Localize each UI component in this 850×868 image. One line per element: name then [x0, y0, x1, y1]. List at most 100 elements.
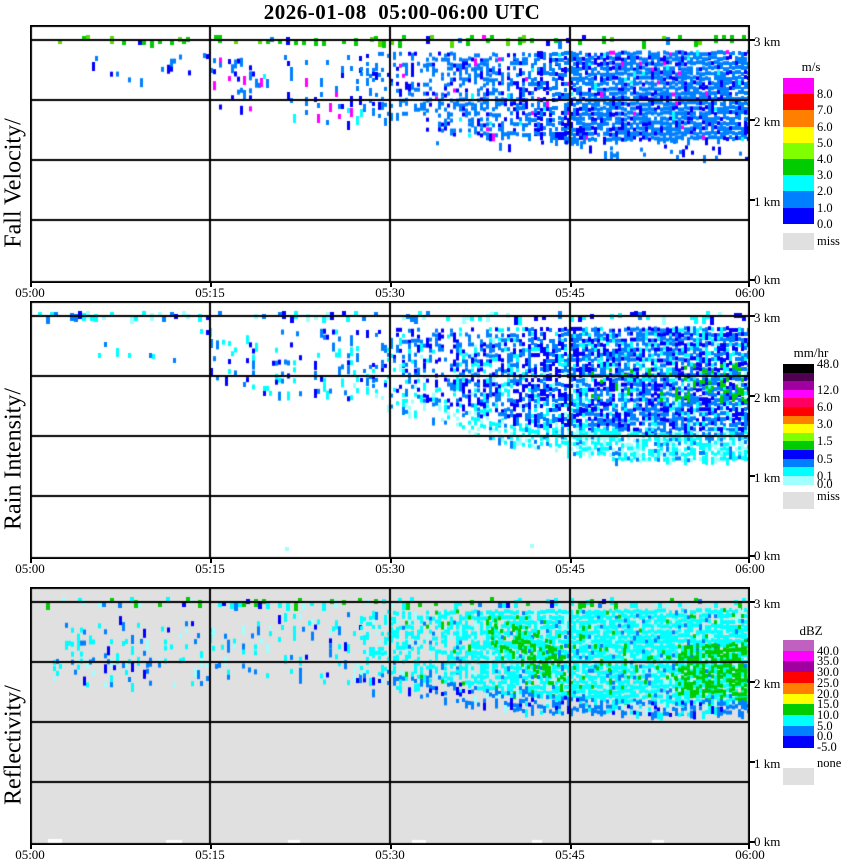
legend-missing-label: miss [817, 234, 840, 248]
height-axis-tick [750, 761, 755, 763]
time-tick-label: 05:45 [555, 847, 585, 862]
time-tick-label: 05:15 [195, 561, 225, 576]
figure-title: 2026-01-08 05:00-06:00 UTC [263, 0, 541, 24]
legend-color-swatch [783, 364, 814, 374]
legend-color-swatch [783, 672, 814, 684]
legend-value-label: 0.0 [817, 729, 833, 744]
height-tick-label: 1 km [754, 194, 781, 209]
legend-value-label: 6.0 [817, 119, 833, 134]
legend-value-label: 0.5 [817, 451, 833, 466]
time-axis-tick [748, 845, 750, 849]
legend-title: m/s [801, 59, 821, 74]
legend-color-swatch [783, 441, 814, 451]
height-axis-tick [750, 119, 755, 121]
legend-color-swatch [783, 475, 814, 485]
legend-title: mm/hr [793, 345, 829, 360]
height-tick-label: 0 km [754, 834, 781, 849]
legend-missing-label: none [817, 756, 842, 770]
legend-value-label: 15.0 [817, 697, 839, 712]
height-axis-tick [750, 841, 755, 843]
time-tick-label: 05:00 [15, 847, 45, 862]
time-axis-tick [570, 559, 572, 563]
time-axis-tick [390, 845, 392, 849]
fall-velocity-heatmap [30, 25, 750, 283]
legend-value-label: 4.0 [817, 152, 833, 166]
legend-color-swatch [783, 191, 814, 209]
legend-value-label: 5.0 [817, 718, 833, 733]
time-tick-label: 05:00 [15, 285, 45, 300]
legend-color-swatch [783, 415, 814, 425]
legend-color-swatch [783, 736, 814, 748]
legend-color-swatch [783, 714, 814, 727]
reflectivity-ylabel: Reflectivity/ [0, 685, 27, 805]
height-axis-tick [750, 601, 755, 603]
time-tick-label: 05:45 [555, 285, 585, 300]
legend-color-swatch [783, 640, 814, 652]
time-axis-tick [390, 559, 392, 563]
rain-intensity-heatmap [30, 301, 750, 559]
legend-value-label: 8.0 [817, 87, 833, 102]
legend-color-swatch [783, 432, 814, 442]
legend-value-label: 40.0 [817, 643, 839, 658]
legend-color-swatch [783, 159, 814, 176]
legend-value-label: 0.0 [817, 216, 833, 231]
legend-color-swatch [783, 78, 814, 95]
time-axis-tick [30, 845, 32, 849]
time-tick-label: 05:00 [15, 561, 45, 576]
legend-value-label: 10.0 [817, 707, 839, 722]
legend-missing-label: miss [817, 489, 840, 503]
height-tick-label: 3 km [754, 596, 781, 611]
time-axis-tick [570, 845, 572, 849]
legend-color-swatch [783, 142, 814, 160]
height-axis-tick [750, 199, 755, 201]
legend-value-label: 1.5 [817, 434, 833, 449]
legend-value-label: 48.0 [817, 357, 839, 371]
time-tick-label: 06:00 [735, 561, 765, 576]
height-tick-label: 3 km [754, 310, 781, 325]
legend-value-label: 3.0 [817, 168, 833, 183]
rain-intensity-ylabel: Rain Intensity/ [0, 388, 27, 530]
legend-color-swatch [783, 175, 814, 192]
legend-value-label: 35.0 [817, 654, 839, 669]
time-axis-tick [390, 283, 392, 287]
legend-value-label: 12.0 [817, 382, 839, 397]
legend-value-label: 2.0 [817, 184, 833, 199]
legend-color-swatch [783, 207, 814, 225]
legend-color-swatch [783, 126, 814, 144]
height-axis-tick [750, 555, 755, 557]
time-tick-label: 05:30 [375, 561, 405, 576]
time-tick-label: 05:30 [375, 847, 405, 862]
time-axis-tick [570, 283, 572, 287]
legend-color-swatch [783, 407, 814, 417]
height-tick-label: 0 km [754, 272, 781, 287]
height-tick-label: 3 km [754, 34, 781, 49]
legend-color-swatch [783, 650, 814, 662]
height-tick-label: 0 km [754, 548, 781, 563]
legend-color-swatch [783, 389, 814, 399]
legend-color-swatch [783, 450, 814, 460]
height-tick-label: 1 km [754, 756, 781, 771]
time-axis-tick [30, 283, 32, 287]
legend-value-label: 0.0 [817, 477, 833, 492]
height-axis-tick [750, 39, 755, 41]
height-axis-tick [750, 279, 755, 281]
height-axis-tick [750, 315, 755, 317]
legend-color-swatch [783, 424, 814, 434]
height-axis-tick [750, 395, 755, 397]
time-axis-tick [210, 559, 212, 563]
legend-color-swatch [783, 467, 814, 477]
time-tick-label: 06:00 [735, 285, 765, 300]
height-tick-label: 2 km [754, 114, 781, 129]
time-axis-tick [748, 283, 750, 287]
legend-value-label: 7.0 [817, 103, 833, 118]
height-axis-tick [750, 681, 755, 683]
legend-value-label: 5.0 [817, 135, 833, 150]
height-axis-tick [750, 475, 755, 477]
legend-missing-swatch [783, 768, 814, 785]
legend-color-swatch [783, 661, 814, 673]
legend-value-label: 25.0 [817, 675, 839, 690]
height-tick-label: 2 km [754, 390, 781, 405]
fall-velocity-ylabel: Fall Velocity/ [0, 118, 27, 248]
height-tick-label: 2 km [754, 676, 781, 691]
legend-color-swatch [783, 458, 814, 468]
